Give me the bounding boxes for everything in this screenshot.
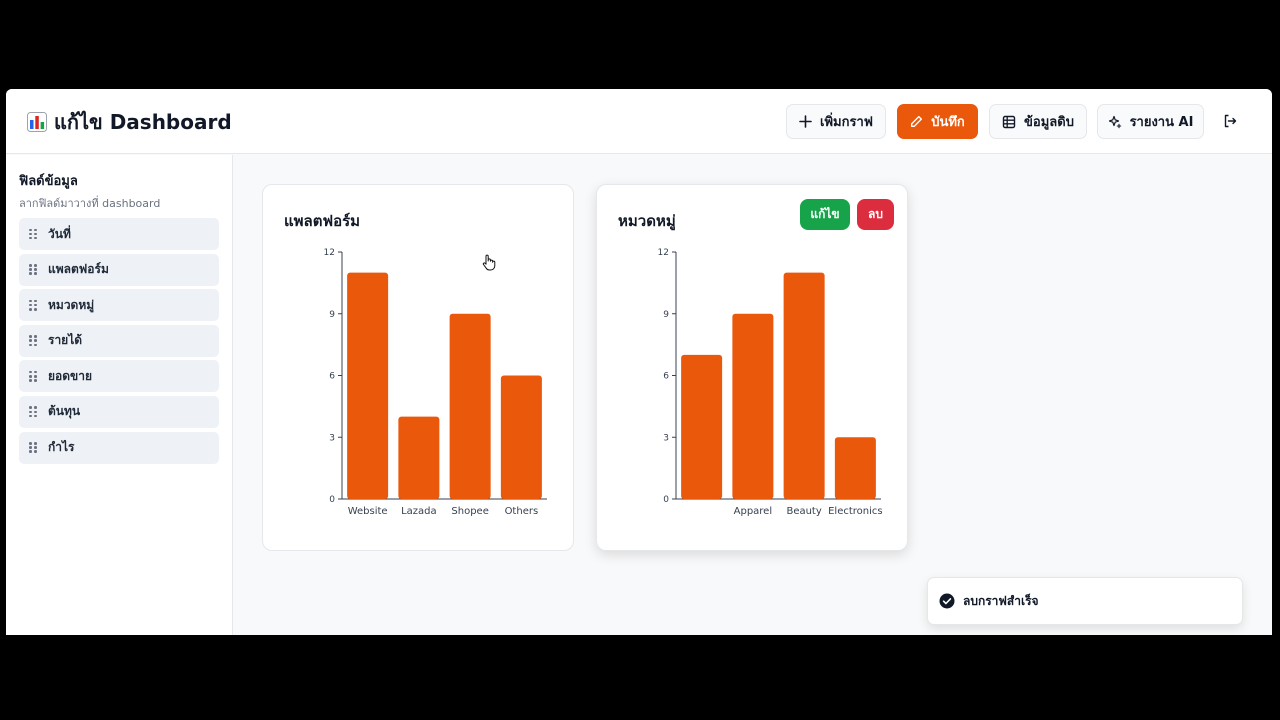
ai-report-label: รายงาน AI <box>1129 115 1194 130</box>
drag-handle-icon <box>29 370 37 382</box>
bar-chart-platform: 0 3 6 9 12 Website Lazada Shopee Others <box>324 248 547 517</box>
drag-handle-icon <box>29 228 37 240</box>
table-icon <box>1002 115 1016 128</box>
x-category-label: Beauty <box>786 506 821 517</box>
bar[interactable] <box>449 313 491 499</box>
toast-message: ลบกราฟสำเร็จ <box>963 593 1039 608</box>
bar[interactable] <box>681 354 723 499</box>
logout-icon <box>1224 114 1237 128</box>
sparkles-icon <box>1108 115 1121 128</box>
y-tick-label: 12 <box>658 248 669 258</box>
field-label: แพลตฟอร์ม <box>48 262 109 277</box>
chart-title: แพลตฟอร์ม <box>284 212 361 230</box>
add-chart-button[interactable]: เพิ่มกราฟ <box>786 104 886 139</box>
bar[interactable] <box>834 437 876 499</box>
edit-chart-button[interactable]: แก้ไข <box>800 199 850 230</box>
chart-title: หมวดหมู่ <box>618 212 676 230</box>
field-label: กำไร <box>48 440 75 455</box>
sidebar-subtitle: ลากฟิลด์มาวางที่ dashboard <box>19 197 161 210</box>
field-item[interactable]: ยอดขาย <box>19 360 219 393</box>
y-tick-label: 3 <box>329 433 335 443</box>
field-label: ยอดขาย <box>48 368 93 383</box>
y-tick-label: 0 <box>663 495 669 505</box>
field-label: หมวดหมู่ <box>48 297 95 312</box>
drag-handle-icon <box>29 442 37 453</box>
bar[interactable] <box>500 375 542 500</box>
x-category-label: Others <box>505 506 539 517</box>
save-label: บันทึก <box>931 115 965 130</box>
drag-handle-icon <box>29 299 37 311</box>
field-label: วันที่ <box>48 226 71 241</box>
toast-notification: ลบกราฟสำเร็จ <box>927 577 1243 625</box>
app-logo: แก้ไข Dashboard <box>27 109 232 135</box>
bar[interactable] <box>732 313 774 499</box>
field-item[interactable]: รายได้ <box>19 324 219 357</box>
pencil-icon <box>911 115 923 128</box>
y-tick-label: 0 <box>329 495 335 505</box>
app-title: แก้ไข Dashboard <box>54 110 232 134</box>
field-label: ต้นทุน <box>48 404 81 419</box>
drag-handle-icon <box>29 335 37 347</box>
sidebar-title: ฟิลด์ข้อมูล <box>19 174 78 189</box>
bar[interactable] <box>347 272 389 499</box>
field-list: วันที่แพลตฟอร์มหมวดหมู่รายได้ยอดขายต้นทุ… <box>19 218 219 467</box>
drag-handle-icon <box>29 406 37 418</box>
x-category-label: Lazada <box>401 506 437 517</box>
bar[interactable] <box>783 272 825 499</box>
y-tick-label: 9 <box>663 310 669 320</box>
x-category-label: Website <box>348 506 388 517</box>
y-tick-label: 9 <box>329 310 335 320</box>
save-button[interactable]: บันทึก <box>897 104 978 139</box>
chart-card-category[interactable]: หมวดหมู่ แก้ไข ลบ 0 3 6 9 12 Apparel Beauty Ele… <box>596 184 908 551</box>
plus-icon <box>799 115 812 128</box>
y-tick-label: 3 <box>663 433 669 443</box>
y-tick-label: 6 <box>663 372 669 382</box>
field-item[interactable]: กำไร <box>19 431 219 464</box>
drag-handle-icon <box>29 264 37 275</box>
hand-pointer-cursor-icon <box>482 254 496 271</box>
check-circle-icon <box>939 593 955 609</box>
add-chart-label: เพิ่มกราฟ <box>820 115 873 130</box>
raw-data-button[interactable]: ข้อมูลดิบ <box>989 104 1087 139</box>
bar-chart-emoji-icon <box>27 112 47 132</box>
x-category-label: Shopee <box>451 506 488 517</box>
app-window: แก้ไข Dashboard เพิ่มกราฟ บันทึก ข้อมูลด… <box>6 89 1272 635</box>
delete-chart-button[interactable]: ลบ <box>857 199 894 230</box>
x-category-label: Apparel <box>734 506 773 517</box>
field-item[interactable]: แพลตฟอร์ม <box>19 253 219 286</box>
field-label: รายได้ <box>48 333 83 348</box>
header-bar: แก้ไข Dashboard เพิ่มกราฟ บันทึก ข้อมูลด… <box>6 89 1272 154</box>
x-category-label: Electronics <box>828 506 883 517</box>
bar-chart-category: 0 3 6 9 12 Apparel Beauty Electronics <box>658 248 883 517</box>
field-sidebar: ฟิลด์ข้อมูล ลากฟิลด์มาวางที่ dashboard ว… <box>6 155 233 635</box>
ai-report-button[interactable]: รายงาน AI <box>1097 104 1204 139</box>
logout-button[interactable] <box>1218 109 1242 133</box>
y-tick-label: 12 <box>324 248 335 258</box>
chart-card-platform[interactable]: แพลตฟอร์ม 0 3 6 9 12 Website Lazada Shopee Other… <box>262 184 574 551</box>
bar[interactable] <box>398 416 440 499</box>
y-tick-label: 6 <box>329 372 335 382</box>
raw-data-label: ข้อมูลดิบ <box>1024 115 1074 130</box>
field-item[interactable]: วันที่ <box>19 218 219 250</box>
field-item[interactable]: ต้นทุน <box>19 395 219 428</box>
field-item[interactable]: หมวดหมู่ <box>19 289 219 322</box>
